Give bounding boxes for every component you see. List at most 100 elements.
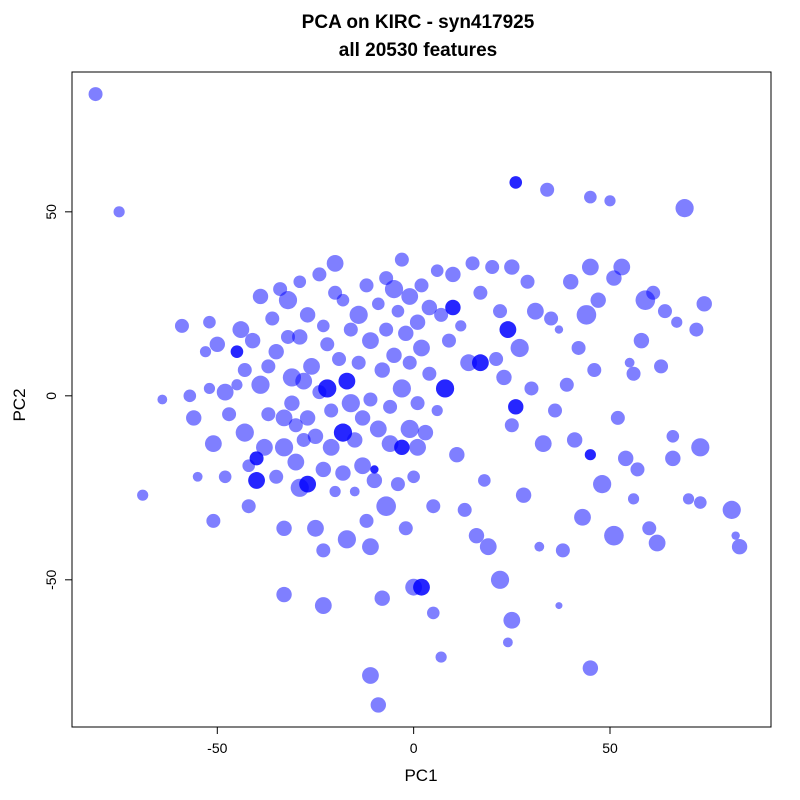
x-tick-label-50: 50 xyxy=(602,740,618,756)
data-point-153 xyxy=(504,259,520,275)
data-point-94 xyxy=(369,420,387,438)
data-point-141 xyxy=(468,527,485,544)
data-point-17 xyxy=(222,407,237,422)
data-point-117 xyxy=(409,314,426,330)
data-point-39 xyxy=(276,520,292,536)
data-point-19 xyxy=(231,379,243,391)
data-point-126 xyxy=(426,499,441,514)
data-point-211 xyxy=(731,531,740,540)
data-point-194 xyxy=(633,332,650,349)
data-point-175 xyxy=(574,508,591,526)
data-point-145 xyxy=(479,538,497,556)
data-point-191 xyxy=(626,366,641,381)
data-point-3 xyxy=(137,489,149,501)
data-point-45 xyxy=(288,418,303,433)
data-point-120 xyxy=(414,278,429,293)
data-point-123 xyxy=(417,424,434,441)
data-point-188 xyxy=(613,258,631,276)
data-point-95 xyxy=(370,697,387,713)
data-point-157 xyxy=(508,399,524,415)
data-point-154 xyxy=(504,418,519,433)
y-tick-label-0: 0 xyxy=(43,392,59,400)
data-point-114 xyxy=(400,419,419,439)
x-tick-label--50: -50 xyxy=(207,740,227,756)
data-point-24 xyxy=(241,499,256,514)
data-point-139 xyxy=(460,354,478,372)
data-point-198 xyxy=(648,534,666,552)
data-point-118 xyxy=(410,396,425,411)
data-point-71 xyxy=(332,352,347,367)
data-point-136 xyxy=(449,446,465,463)
data-point-134 xyxy=(445,266,461,283)
data-point-9 xyxy=(199,346,212,358)
data-point-200 xyxy=(657,304,672,319)
data-point-56 xyxy=(307,428,324,444)
data-point-6 xyxy=(183,389,197,403)
y-tick-label--50: -50 xyxy=(43,569,59,589)
data-point-31 xyxy=(261,359,276,374)
data-point-47 xyxy=(293,275,307,289)
y-axis-title: PC2 xyxy=(10,388,29,421)
data-point-62 xyxy=(316,543,331,558)
data-point-132 xyxy=(435,379,455,398)
data-point-72 xyxy=(336,293,350,307)
data-point-90 xyxy=(362,667,379,684)
data-point-33 xyxy=(265,311,280,326)
data-point-122 xyxy=(413,578,430,596)
data-point-181 xyxy=(587,363,602,378)
data-point-150 xyxy=(496,369,512,386)
data-point-140 xyxy=(465,256,480,271)
data-point-196 xyxy=(642,521,657,536)
data-point-205 xyxy=(682,493,695,505)
chart-title: PCA on KIRC - syn417925 xyxy=(302,12,535,33)
data-point-63 xyxy=(314,597,332,614)
data-point-193 xyxy=(630,462,645,477)
data-point-165 xyxy=(540,182,555,197)
data-point-110 xyxy=(398,325,414,341)
data-point-161 xyxy=(524,381,539,396)
data-point-203 xyxy=(671,316,683,328)
data-point-155 xyxy=(503,611,521,629)
data-point-66 xyxy=(324,403,339,418)
data-point-83 xyxy=(354,410,371,426)
data-point-204 xyxy=(675,199,694,218)
data-point-88 xyxy=(363,392,378,407)
data-point-149 xyxy=(490,570,510,589)
data-point-55 xyxy=(303,357,320,375)
data-point-52 xyxy=(299,307,316,323)
data-point-44 xyxy=(284,395,300,411)
data-point-162 xyxy=(526,302,544,320)
data-point-50 xyxy=(295,372,313,390)
data-point-28 xyxy=(252,288,269,305)
data-point-182 xyxy=(590,292,606,308)
data-point-73 xyxy=(333,423,353,442)
data-point-65 xyxy=(318,379,337,398)
data-point-85 xyxy=(359,278,374,293)
data-point-101 xyxy=(383,399,398,414)
data-point-111 xyxy=(398,521,413,536)
data-point-171 xyxy=(559,377,574,392)
data-point-8 xyxy=(192,471,203,482)
x-axis-title: PC1 xyxy=(404,766,437,785)
data-point-2 xyxy=(113,206,125,218)
data-point-67 xyxy=(322,438,340,456)
data-point-27 xyxy=(248,472,265,489)
data-point-22 xyxy=(235,423,254,442)
data-point-190 xyxy=(624,357,635,368)
data-point-38 xyxy=(274,438,294,457)
data-point-189 xyxy=(618,450,634,467)
data-point-106 xyxy=(390,477,405,492)
data-point-29 xyxy=(251,375,270,394)
data-point-180 xyxy=(582,660,599,676)
data-point-115 xyxy=(407,470,420,484)
data-point-12 xyxy=(204,435,222,453)
data-point-51 xyxy=(296,432,311,447)
data-point-80 xyxy=(349,486,360,497)
data-point-68 xyxy=(326,254,344,272)
data-point-143 xyxy=(472,354,489,372)
data-point-10 xyxy=(203,315,216,329)
data-point-179 xyxy=(584,449,596,461)
data-point-81 xyxy=(349,305,368,324)
data-point-192 xyxy=(627,493,640,505)
